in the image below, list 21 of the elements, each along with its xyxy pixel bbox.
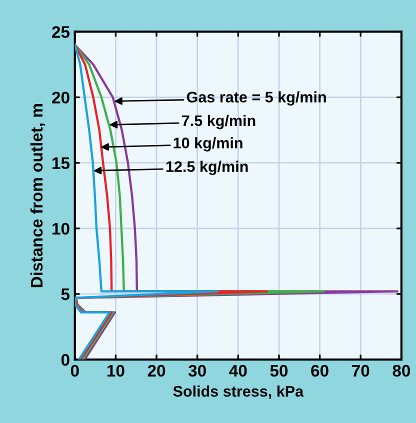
y-tick-label: 0 — [61, 354, 70, 366]
x-tick-label: 60 — [311, 364, 328, 377]
x-tick-label: 10 — [107, 364, 124, 377]
annotation: 7.5 kg/min — [182, 114, 256, 130]
x-tick-label: 80 — [392, 364, 410, 377]
y-tick-label: 15 — [52, 157, 70, 170]
x-tick-label: 20 — [148, 364, 166, 377]
annotation: Gas rate = 5 kg/min — [186, 91, 326, 106]
y-tick-label: 10 — [52, 222, 70, 235]
x-tick-label: 70 — [352, 364, 370, 377]
x-axis-title: Solids stress, kPa — [173, 386, 304, 399]
y-axis-title: Distance from outlet, m — [30, 104, 46, 288]
y-tick-label: 5 — [61, 288, 70, 300]
y-tick-label: 25 — [52, 26, 70, 38]
x-tick-label: 30 — [188, 364, 206, 377]
annotation: 12.5 kg/min — [166, 160, 248, 176]
annotation: 10 kg/min — [174, 137, 242, 152]
x-tick-label: 50 — [270, 364, 288, 377]
x-tick-label: 0 — [70, 364, 79, 377]
x-tick-label: 40 — [229, 364, 247, 377]
y-tick-label: 20 — [52, 92, 70, 104]
